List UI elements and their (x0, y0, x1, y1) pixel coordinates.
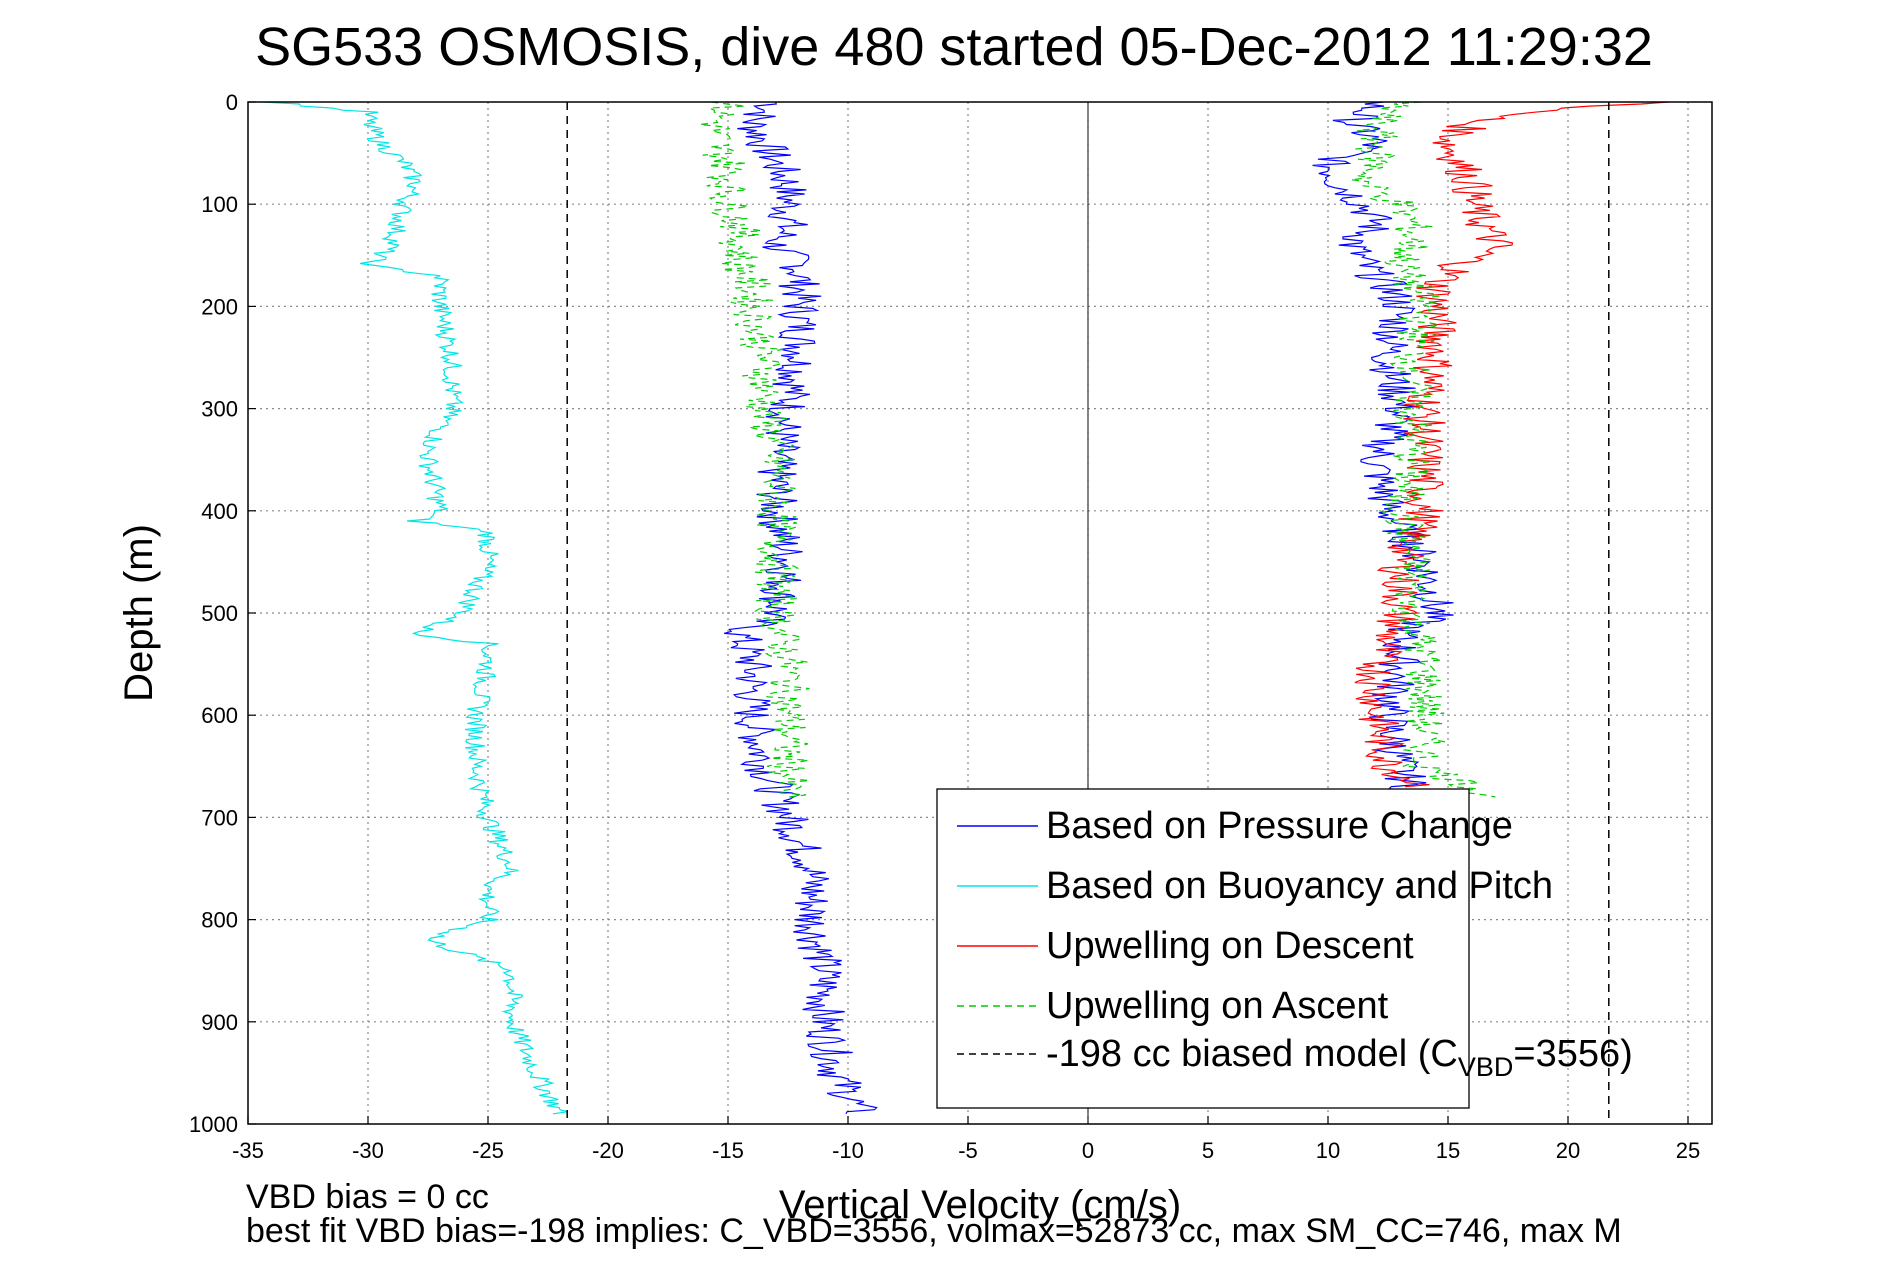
y-tick-label: 700 (201, 805, 238, 830)
y-tick-label: 100 (201, 192, 238, 217)
y-tick-labels: 0 100 200 300 400 500 600 700 800 900 1000 (189, 90, 238, 1137)
x-tick-label: 5 (1202, 1138, 1214, 1163)
x-tick-label: 10 (1316, 1138, 1340, 1163)
x-tick-label: -5 (958, 1138, 978, 1163)
plot-series (261, 102, 1669, 1124)
plot-frame (247, 101, 1713, 1125)
x-tick-label: -20 (592, 1138, 624, 1163)
footer-line-2: best fit VBD bias=-198 implies: C_VBD=35… (246, 1212, 1622, 1250)
footer-line-1: VBD bias = 0 cc (246, 1178, 489, 1216)
x-tick-label: 25 (1676, 1138, 1700, 1163)
y-axis-label: Depth (m) (117, 524, 161, 702)
series-line-1-ascent (1312, 102, 1454, 818)
x-tick-label: 15 (1436, 1138, 1460, 1163)
x-axis-label: Vertical Velocity (cm/s) (779, 1183, 1181, 1227)
x-tick-label: -15 (712, 1138, 744, 1163)
y-tick-label: 600 (201, 703, 238, 728)
y-tick-label: 200 (201, 294, 238, 319)
series-line-3 (1354, 102, 1669, 788)
y-tick-label: 1000 (189, 1112, 238, 1137)
legend-label-4: Upwelling on Ascent (1046, 985, 1389, 1027)
y-tick-label: 0 (226, 90, 238, 115)
legend-label-1: Based on Pressure Change (1046, 805, 1513, 847)
legend-label-3: Upwelling on Descent (1046, 925, 1414, 967)
x-tick-label: -10 (832, 1138, 864, 1163)
chart-title: SG533 OSMOSIS, dive 480 started 05-Dec-2… (255, 17, 1653, 77)
series-line-4-descent (699, 102, 810, 798)
legend: Based on Pressure Change Based on Buoyanc… (936, 788, 1633, 1109)
series-line-2 (261, 102, 569, 1115)
y-tick-label: 800 (201, 908, 238, 933)
x-tick-label: 20 (1556, 1138, 1580, 1163)
x-tick-labels: -35 -30 -25 -20 -15 -10 -5 0 5 10 15 20 25 (232, 1138, 1700, 1163)
legend-box (936, 788, 1470, 1109)
legend-label-2: Based on Buoyancy and Pitch (1046, 865, 1553, 907)
y-tick-label: 300 (201, 397, 238, 422)
x-tick-label: 0 (1082, 1138, 1094, 1163)
series-line-4-ascent (1350, 102, 1496, 798)
x-tick-label: -25 (472, 1138, 504, 1163)
y-tick-label: 400 (201, 499, 238, 524)
series-line-1-descent (724, 102, 878, 1115)
x-tick-label: -30 (352, 1138, 384, 1163)
y-tick-label: 900 (201, 1010, 238, 1035)
x-tick-label: -35 (232, 1138, 264, 1163)
legend-label-5: -198 cc biased model (CVBD=3556) (1046, 1033, 1633, 1082)
y-tick-label: 500 (201, 601, 238, 626)
